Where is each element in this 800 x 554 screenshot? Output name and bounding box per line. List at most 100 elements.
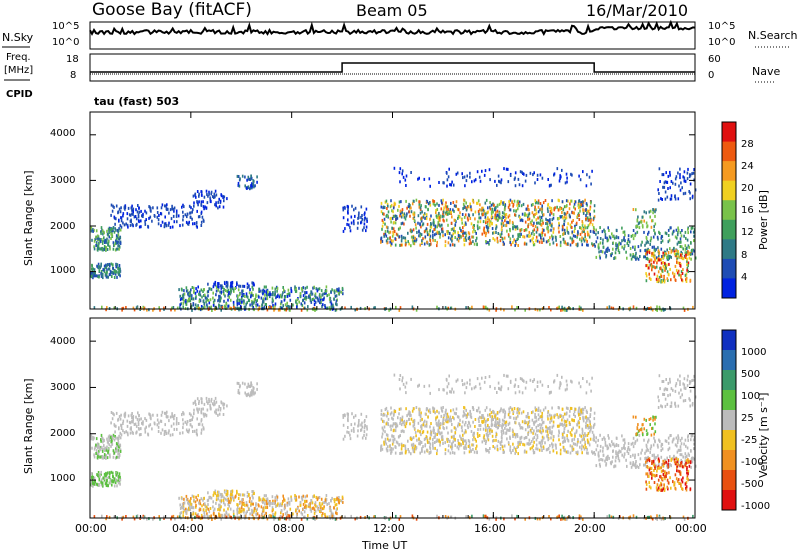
power-point [432, 230, 434, 234]
power-point [228, 295, 230, 299]
power-point [548, 206, 551, 210]
power-point [253, 283, 255, 287]
power-point [615, 247, 617, 251]
power-point [692, 230, 695, 234]
velocity-point [360, 423, 362, 427]
power-point [446, 205, 449, 209]
power-point [181, 297, 183, 300]
power-point [657, 246, 659, 250]
velocity-point [236, 506, 239, 510]
velocity-point [116, 443, 119, 447]
power-point [453, 218, 456, 222]
power-point [513, 199, 516, 203]
power-point [449, 306, 452, 310]
power-point [408, 204, 411, 208]
power-point [246, 187, 248, 190]
power-point [105, 308, 107, 312]
power-point [632, 233, 634, 237]
velocity-point [484, 408, 487, 412]
velocity-point [478, 420, 480, 423]
power-point [333, 297, 335, 301]
power-point [296, 305, 298, 309]
power-point [396, 233, 399, 237]
power-point [100, 264, 102, 268]
power-point [249, 303, 251, 307]
power-point [488, 242, 490, 246]
power-point [501, 211, 504, 215]
power-point [514, 171, 517, 175]
power-point [301, 303, 304, 307]
velocity-point [457, 439, 459, 442]
velocity-point [382, 419, 384, 423]
power-point [680, 245, 683, 249]
power-point [97, 234, 99, 238]
power-point [264, 297, 267, 301]
velocity-point [447, 449, 450, 453]
power-point [115, 237, 118, 241]
velocity-point [127, 414, 130, 418]
power-point [434, 203, 436, 207]
power-point [432, 236, 434, 240]
power-point [185, 302, 187, 306]
power-point [117, 266, 119, 270]
power-point [131, 223, 134, 227]
velocity-point [217, 413, 219, 417]
velocity-point [366, 425, 368, 429]
power-point [539, 173, 542, 177]
velocity-point [347, 412, 349, 416]
velocity-point [110, 411, 113, 414]
velocity-point [120, 433, 123, 437]
velocity-point [135, 415, 137, 419]
velocity-point [465, 430, 467, 434]
power-point [267, 290, 269, 294]
velocity-point [537, 424, 539, 428]
velocity-point [250, 391, 252, 395]
power-point [564, 181, 567, 185]
velocity-point [120, 427, 123, 430]
power-point [222, 290, 225, 293]
velocity-point [273, 502, 276, 506]
power-point [450, 201, 452, 205]
power-point [312, 286, 314, 290]
power-point [565, 172, 568, 176]
velocity-point [218, 513, 220, 517]
power-point [663, 275, 665, 279]
power-point [91, 238, 93, 242]
power-point [573, 205, 575, 209]
velocity-point [142, 420, 144, 424]
velocity-point [215, 494, 218, 498]
power-point [483, 231, 486, 235]
power-point [571, 211, 574, 215]
velocity-point [274, 511, 277, 515]
power-point [175, 212, 178, 216]
velocity-point [200, 407, 203, 411]
velocity-point [225, 489, 228, 493]
power-point [394, 202, 397, 206]
power-point [664, 180, 667, 184]
power-point [558, 221, 560, 225]
velocity-point [103, 439, 105, 443]
power-point [320, 295, 322, 299]
power-point [602, 238, 604, 242]
power-point [433, 228, 435, 232]
power-point [664, 268, 666, 272]
power-point [645, 211, 647, 215]
velocity-point [264, 506, 267, 510]
velocity-point [109, 435, 112, 439]
power-point [413, 199, 415, 203]
power-point [589, 220, 592, 224]
power-point [621, 239, 623, 243]
velocity-point [330, 511, 333, 515]
velocity-point [210, 514, 212, 518]
power-point [550, 308, 552, 312]
velocity-point [208, 510, 211, 514]
velocity-point [508, 407, 510, 411]
power-point [476, 243, 478, 247]
velocity-point [108, 475, 111, 479]
velocity-point [243, 493, 246, 497]
velocity-point [195, 504, 197, 507]
velocity-point [243, 508, 245, 512]
power-point [305, 291, 308, 295]
power-point [554, 206, 556, 210]
velocity-point [170, 424, 173, 428]
